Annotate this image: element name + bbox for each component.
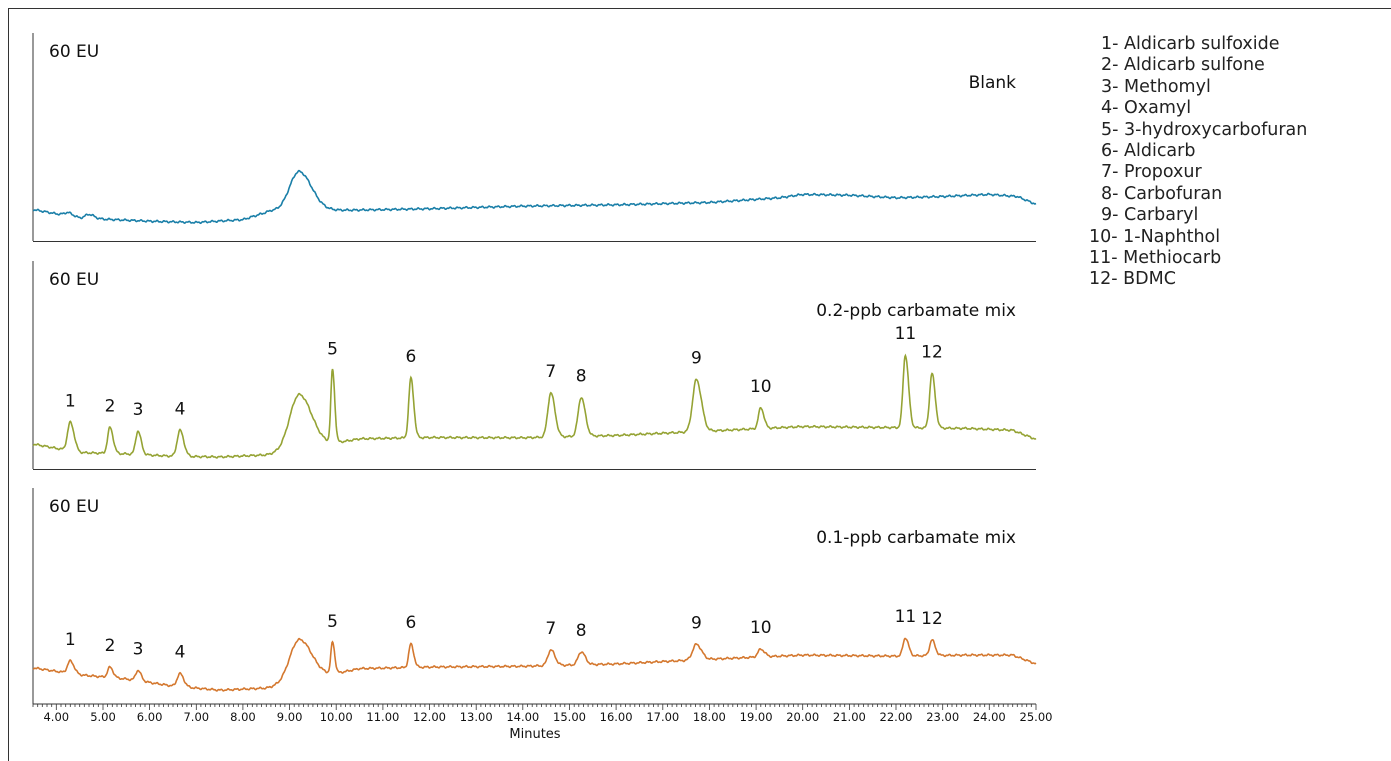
- panel-sample-name: 0.1-ppb carbamate mix: [816, 528, 1016, 548]
- legend-item-9: 9- Carbaryl: [1101, 205, 1199, 226]
- peak-label: 3: [133, 639, 144, 659]
- figure-border: [8, 8, 1391, 761]
- legend-item-6: 6- Aldicarb: [1101, 141, 1196, 162]
- peak-label: 9: [691, 349, 702, 369]
- x-tick-label: 18.00: [693, 710, 726, 724]
- x-tick-label: 13.00: [460, 710, 493, 724]
- x-tick-label: 10.00: [320, 710, 353, 724]
- legend-item-4: 4- Oxamyl: [1101, 98, 1192, 119]
- peak-label: 11: [895, 324, 917, 344]
- chromatogram-trace: [32, 637, 1037, 692]
- panel-scale-label: 60 EU: [49, 497, 99, 517]
- chromatogram-trace: [32, 353, 1037, 459]
- compound-legend: 1- Aldicarb sulfoxide 2- Aldicarb sulfon…: [1089, 34, 1308, 291]
- peak-label: 12: [921, 342, 943, 362]
- x-tick-label: 22.00: [880, 710, 913, 724]
- peak-label: 6: [405, 347, 416, 367]
- peak-label: 2: [105, 636, 116, 656]
- legend-item-12: 12- BDMC: [1089, 269, 1176, 290]
- peak-label: 7: [545, 362, 556, 382]
- x-tick-label: 9.00: [277, 710, 303, 724]
- peak-label: 1: [65, 391, 76, 411]
- legend-item-8: 8- Carbofuran: [1101, 183, 1223, 204]
- x-tick-label: 11.00: [366, 710, 399, 724]
- peak-label: 10: [750, 618, 772, 638]
- legend-item-5: 5- 3-hydroxycarbofuran: [1101, 119, 1308, 140]
- peak-label: 10: [750, 377, 772, 397]
- peak-label: 2: [105, 396, 116, 416]
- x-tick-label: 24.00: [973, 710, 1006, 724]
- legend-item-1: 1- Aldicarb sulfoxide: [1101, 34, 1280, 54]
- x-tick-label: 12.00: [413, 710, 446, 724]
- panel-sample-name: 0.2-ppb carbamate mix: [816, 301, 1016, 321]
- x-tick-label: 15.00: [553, 710, 586, 724]
- panel-scale-label: 60 EU: [49, 270, 99, 290]
- legend-item-2: 2- Aldicarb sulfone: [1101, 55, 1265, 76]
- peak-label: 1: [65, 630, 76, 650]
- x-tick-label: 16.00: [600, 710, 633, 724]
- x-tick-label: 7.00: [183, 710, 209, 724]
- peak-label: 3: [133, 400, 144, 420]
- x-tick-label: 17.00: [646, 710, 679, 724]
- peak-label: 4: [175, 399, 186, 419]
- x-tick-label: 5.00: [90, 710, 116, 724]
- panel-sample-name: Blank: [969, 73, 1017, 93]
- x-tick-label: 6.00: [137, 710, 163, 724]
- x-tick-label: 14.00: [506, 710, 539, 724]
- chromatogram-trace: [32, 169, 1037, 225]
- peak-label: 5: [327, 612, 338, 632]
- x-tick-label: 4.00: [43, 710, 69, 724]
- x-axis-label: Minutes: [509, 727, 560, 742]
- legend-item-11: 11- Methiocarb: [1089, 248, 1222, 269]
- x-axis: 4.00 5.00 6.00 7.00 8.00 9.00 10.00 11.00 12.00 1…: [32, 703, 1053, 724]
- peak-label: 5: [327, 340, 338, 360]
- peak-label: 11: [895, 607, 917, 627]
- chromatogram-panel: 60 EU Blank: [32, 33, 1037, 242]
- x-tick-label: 25.00: [1020, 710, 1053, 724]
- x-tick-label: 23.00: [926, 710, 959, 724]
- peak-label: 7: [545, 619, 556, 639]
- legend-item-3: 3- Methomyl: [1101, 76, 1211, 97]
- peak-label: 4: [175, 643, 186, 663]
- legend-item-10: 10- 1-Naphthol: [1089, 226, 1221, 247]
- peak-label: 8: [576, 366, 587, 386]
- legend-item-7: 7- Propoxur: [1101, 162, 1202, 183]
- x-tick-label: 8.00: [230, 710, 256, 724]
- peak-label: 8: [576, 621, 587, 641]
- panel-scale-label: 60 EU: [49, 42, 99, 62]
- x-tick-label: 21.00: [833, 710, 866, 724]
- x-tick-label: 20.00: [786, 710, 819, 724]
- peak-label: 9: [691, 613, 702, 633]
- peak-label: 12: [921, 609, 943, 629]
- x-tick-label: 19.00: [740, 710, 773, 724]
- peak-label: 6: [405, 613, 416, 633]
